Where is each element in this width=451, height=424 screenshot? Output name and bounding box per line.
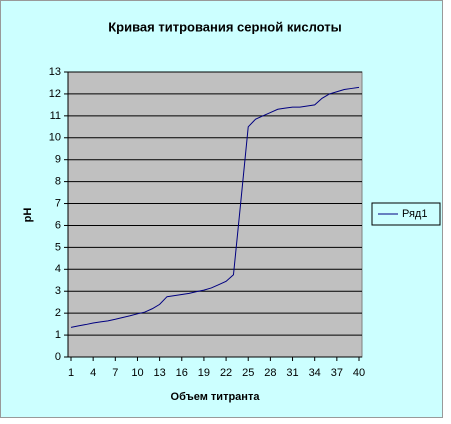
y-tick-label: 9 bbox=[55, 154, 61, 166]
x-tick-label: 40 bbox=[353, 367, 365, 379]
legend-label: Ряд1 bbox=[402, 208, 427, 220]
y-tick-label: 1 bbox=[55, 329, 61, 341]
y-tick-label: 11 bbox=[50, 110, 61, 122]
plot-area bbox=[67, 71, 363, 358]
y-tick-label: 2 bbox=[55, 307, 61, 319]
y-tick-label: 5 bbox=[55, 241, 61, 253]
x-tick-label: 4 bbox=[90, 367, 96, 379]
x-tick-label: 34 bbox=[309, 367, 321, 379]
x-tick-label: 13 bbox=[153, 367, 165, 379]
x-tick-label: 25 bbox=[242, 367, 254, 379]
y-tick-label: 8 bbox=[55, 176, 61, 188]
y-tick-label: 10 bbox=[49, 132, 61, 144]
x-tick-label: 22 bbox=[220, 367, 232, 379]
y-tick-label: 12 bbox=[49, 88, 61, 100]
chart-title: Кривая титрования серной кислоты bbox=[108, 19, 342, 34]
x-tick-label: 37 bbox=[331, 367, 343, 379]
x-tick-label: 31 bbox=[286, 367, 298, 379]
x-axis-label: Объем титранта bbox=[171, 391, 261, 403]
y-tick-label: 13 bbox=[49, 66, 61, 78]
y-tick-label: 7 bbox=[55, 197, 61, 209]
x-tick-label: 28 bbox=[264, 367, 276, 379]
y-tick-label: 4 bbox=[55, 263, 61, 275]
y-tick-label: 0 bbox=[55, 351, 61, 363]
x-tick-label: 10 bbox=[131, 367, 143, 379]
x-tick-label: 16 bbox=[176, 367, 188, 379]
legend bbox=[371, 202, 441, 226]
x-tick-label: 19 bbox=[198, 367, 210, 379]
x-tick-label: 7 bbox=[112, 367, 118, 379]
y-axis-label: pH bbox=[22, 208, 34, 223]
data-line bbox=[70, 86, 360, 328]
y-tick-label: 6 bbox=[55, 219, 61, 231]
x-tick-label: 1 bbox=[68, 367, 74, 379]
y-tick-label: 3 bbox=[55, 285, 61, 297]
